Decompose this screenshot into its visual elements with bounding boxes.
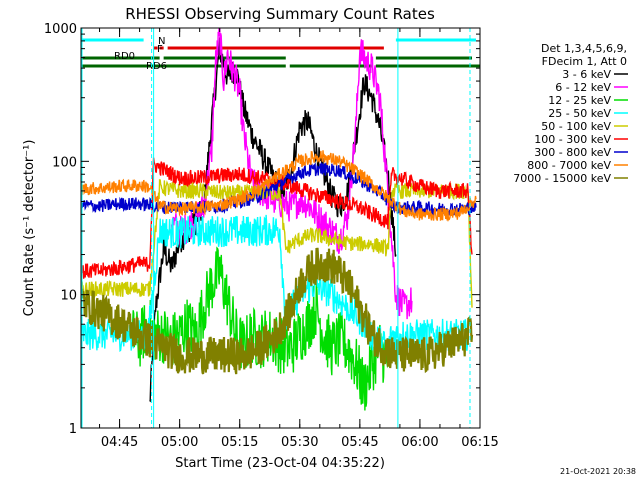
y-tick-label: 100 bbox=[52, 155, 77, 170]
footer-date: 21-Oct-2021 20:38 bbox=[560, 467, 636, 476]
x-tick-label: 06:15 bbox=[461, 435, 498, 450]
series-layer bbox=[81, 28, 477, 411]
legend-label: 800 - 7000 keV bbox=[527, 159, 611, 172]
x-tick-label: 05:00 bbox=[161, 435, 198, 450]
plot-frame bbox=[80, 27, 481, 429]
y-axis: 1 10 100 1000 bbox=[44, 22, 480, 437]
legend-header: Det 1,3,4,5,6,9, bbox=[541, 42, 627, 55]
legend-label: 100 - 300 keV bbox=[534, 133, 611, 146]
x-tick-label: 06:00 bbox=[401, 435, 438, 450]
legend-label: 6 - 12 keV bbox=[555, 81, 611, 94]
y-axis-label: Count Rate (s⁻¹ detector⁻¹) bbox=[22, 140, 37, 317]
x-axis: 04:45 05:00 05:15 05:30 05:45 06:00 06:15 bbox=[99, 28, 499, 450]
series-line-8 bbox=[81, 150, 477, 223]
chart-title: RHESSI Observing Summary Count Rates bbox=[125, 5, 435, 23]
x-tick-label: 05:30 bbox=[281, 435, 318, 450]
y-tick-label: 10 bbox=[60, 289, 77, 304]
x-tick-label: 05:45 bbox=[341, 435, 378, 450]
flag-bars: NF RD0 RD6 bbox=[81, 36, 480, 72]
rd6-flag-label: RD6 bbox=[146, 61, 167, 72]
legend-label: 25 - 50 keV bbox=[548, 107, 611, 120]
legend-label: 50 - 100 keV bbox=[541, 120, 611, 133]
n-flag-label: N bbox=[158, 36, 165, 47]
series-line-9 bbox=[81, 247, 474, 375]
legend: Det 1,3,4,5,6,9,FDecim 1, Att 03 - 6 keV… bbox=[513, 42, 628, 185]
x-tick-label: 05:15 bbox=[221, 435, 258, 450]
x-axis-label: Start Time (23-Oct-04 04:35:22) bbox=[175, 456, 385, 471]
night-markers bbox=[81, 28, 471, 428]
series-line-6 bbox=[81, 157, 473, 280]
legend-label: 7000 - 15000 keV bbox=[513, 172, 611, 185]
y-tick-label: 1 bbox=[69, 422, 77, 437]
legend-label: 3 - 6 keV bbox=[562, 68, 611, 81]
series-line-2 bbox=[170, 28, 413, 320]
legend-label: 300 - 800 keV bbox=[534, 146, 611, 159]
f-flag-label: F bbox=[157, 44, 163, 55]
rd0-flag-label: RD0 bbox=[114, 51, 135, 62]
x-tick-label: 04:45 bbox=[101, 435, 138, 450]
series-line-5 bbox=[81, 179, 473, 308]
legend-label: 12 - 25 keV bbox=[548, 94, 611, 107]
y-tick-label: 1000 bbox=[44, 22, 77, 37]
legend-header: FDecim 1, Att 0 bbox=[542, 55, 627, 68]
